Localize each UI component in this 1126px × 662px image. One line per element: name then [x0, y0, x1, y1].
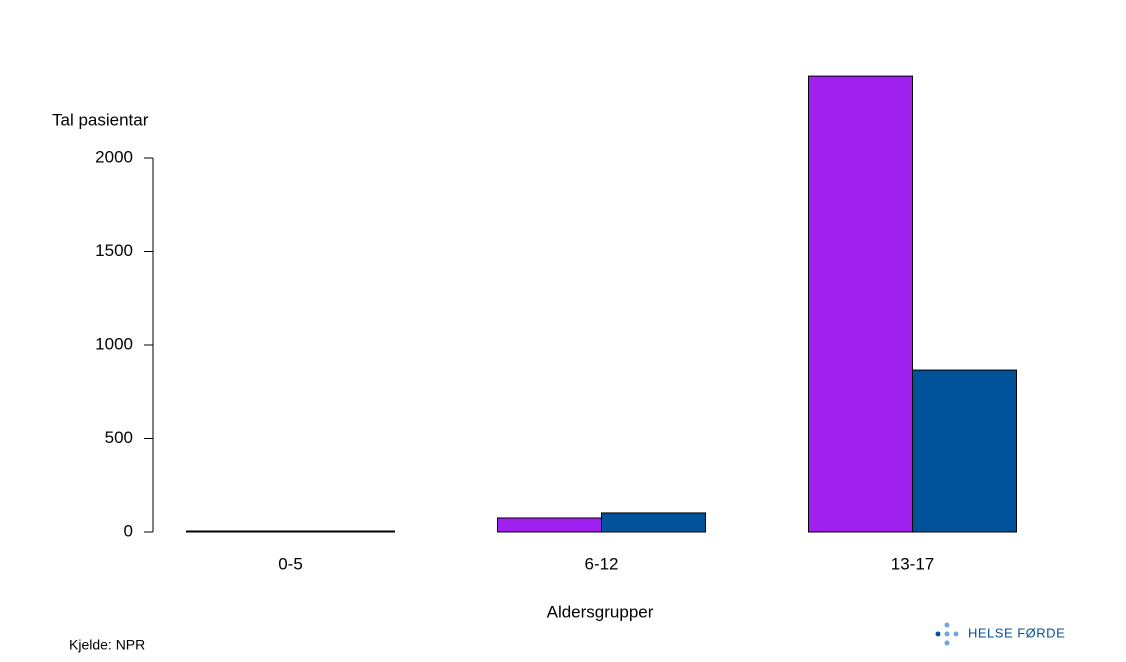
x-axis-label: Aldersgrupper	[547, 602, 654, 621]
x-tick-label: 0-5	[278, 554, 303, 573]
source: Kjelde: NPR	[69, 637, 145, 653]
logo-dot	[935, 631, 941, 637]
y-tick-label: 1500	[95, 241, 133, 260]
logo-dot	[944, 622, 950, 628]
logo-dot	[944, 631, 950, 637]
y-tick-label: 1000	[95, 334, 133, 353]
bar	[290, 530, 395, 533]
y-tick-label: 0	[124, 521, 133, 540]
logo: HELSE FØRDE	[935, 622, 1065, 646]
x-tick-label: 13-17	[891, 554, 934, 573]
bar	[497, 517, 602, 533]
logo-dot	[953, 631, 959, 637]
logo-text: HELSE FØRDE	[968, 625, 1065, 640]
bar	[808, 75, 913, 533]
logo-dot	[944, 640, 950, 646]
y-tick-label: 500	[105, 428, 133, 447]
y-axis-label: Tal pasientar	[52, 110, 149, 129]
bar	[912, 369, 1017, 533]
x-tick-label: 6-12	[584, 554, 618, 573]
bar	[601, 512, 706, 533]
y-tick-label: 2000	[95, 147, 133, 166]
bar	[186, 530, 291, 533]
